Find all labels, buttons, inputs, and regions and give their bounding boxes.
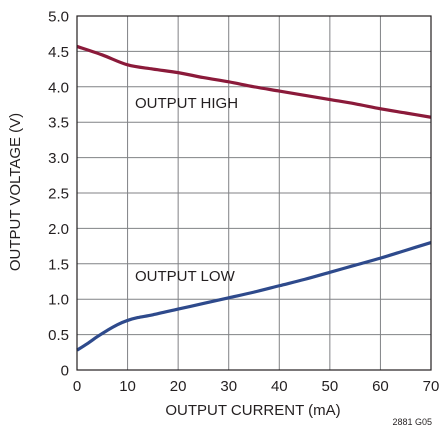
y-axis-title: OUTPUT VOLTAGE (V) <box>7 113 24 271</box>
y-tick-label: 1.0 <box>48 292 69 309</box>
figure-id: 2881 G05 <box>392 417 432 427</box>
y-tick-label: 3.0 <box>48 150 69 167</box>
x-tick-label: 30 <box>220 378 237 395</box>
x-tick-label: 60 <box>372 378 389 395</box>
series-lines <box>76 44 432 352</box>
x-tick-label: 40 <box>271 378 288 395</box>
x-tick-label: 0 <box>73 378 81 395</box>
y-tick-label: 2.5 <box>48 186 69 203</box>
annotation-output-low: OUTPUT LOW <box>135 268 236 285</box>
grid <box>76 15 432 371</box>
annotation-output-high: OUTPUT HIGH <box>135 95 238 112</box>
y-tick-label: 1.5 <box>48 256 69 273</box>
y-tick-label: 0.5 <box>48 327 69 344</box>
x-axis-title: OUTPUT CURRENT (mA) <box>165 402 340 419</box>
axes: 0 10 20 30 40 50 60 70 0 0.5 1.0 1.5 2.0 2.5 3.0 3.5 4.0… <box>48 9 439 396</box>
y-tick-label: 5.0 <box>48 9 69 26</box>
x-tick-label: 50 <box>322 378 339 395</box>
series-line-output-low <box>76 241 432 352</box>
y-tick-label: 2.0 <box>48 221 69 238</box>
x-tick-label: 10 <box>119 378 136 395</box>
plot-frame <box>76 15 432 371</box>
y-tick-label: 0 <box>61 363 69 380</box>
y-tick-label: 4.5 <box>48 44 69 61</box>
y-tick-label: 4.0 <box>48 79 69 96</box>
y-tick-label: 3.5 <box>48 115 69 132</box>
series-line-output-high <box>76 44 432 119</box>
x-tick-label: 70 <box>423 378 440 395</box>
x-tick-label: 20 <box>170 378 187 395</box>
